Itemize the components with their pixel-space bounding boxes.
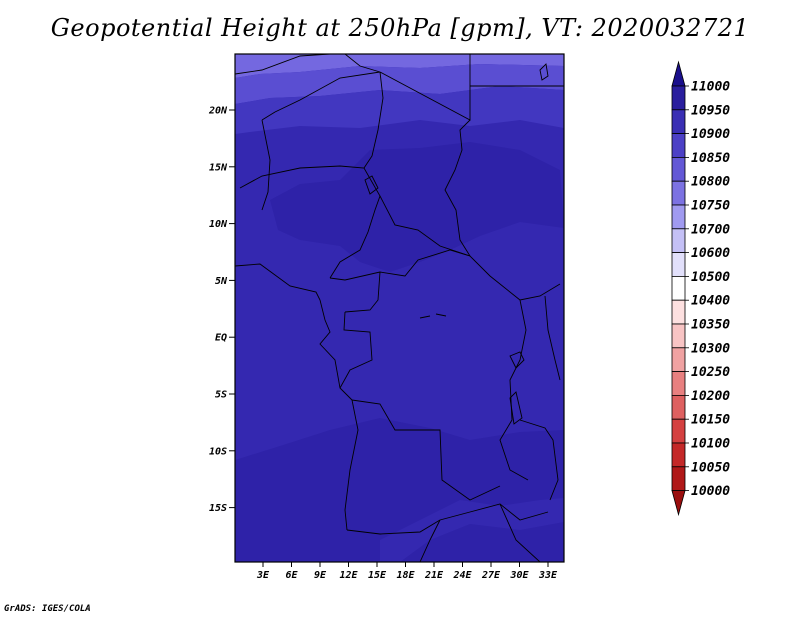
- boundary-line: [344, 399, 359, 531]
- country-boundaries: [235, 54, 564, 562]
- lon-tick-label: 21E: [424, 570, 444, 581]
- colorbar-label: 10150: [691, 413, 730, 428]
- colorbar-label: 10350: [691, 318, 730, 333]
- lon-tick-label: 9E: [314, 570, 327, 581]
- map-frame: [234, 53, 565, 563]
- lat-tick-label: 10N: [209, 219, 228, 230]
- lon-tick-label: 18E: [396, 570, 415, 581]
- colorbar-segment: [671, 180, 686, 206]
- colorbar-label: 10050: [691, 460, 730, 475]
- colorbar-label: 10850: [691, 151, 730, 166]
- boundary-line: [419, 313, 447, 319]
- lon-tick-label: 3E: [256, 570, 270, 581]
- lat-tick-label: 15N: [209, 162, 228, 173]
- colorbar-segment: [671, 156, 686, 182]
- boundary-line: [261, 71, 381, 121]
- lat-tick-label: 20N: [208, 106, 228, 117]
- longitude-axis: 3E 6E 9E 12E 15E 18E 21E 24E 27E 30E 33E: [256, 562, 558, 581]
- colorbar-label: 10700: [691, 222, 730, 237]
- boundary-line: [346, 519, 441, 535]
- colorbar-label: 10950: [691, 103, 730, 118]
- colorbar-segment: [671, 85, 686, 111]
- boundary-line: [235, 263, 321, 301]
- boundary-line: [499, 503, 541, 562]
- field-band-sahel-high: [270, 142, 564, 272]
- boundary-line: [444, 119, 471, 257]
- colorbar-segment: [671, 347, 686, 372]
- field-band-south-mid: [380, 498, 564, 562]
- boundary-line: [363, 71, 384, 169]
- chart-title: Geopotential Height at 250hPa [gpm], VT:…: [50, 14, 750, 42]
- colorbar-segment: [671, 418, 686, 444]
- colorbar-segment: [671, 442, 686, 468]
- lon-tick-label: 33E: [538, 570, 558, 581]
- colorbar-segment: [671, 394, 686, 420]
- boundary-line: [329, 249, 471, 281]
- colorbar-label: 10250: [691, 365, 730, 380]
- lat-tick-label: 5S: [215, 390, 227, 401]
- boundary-line: [509, 351, 525, 369]
- colorbar-segment: [671, 133, 686, 158]
- colorbar-segment: [671, 299, 686, 325]
- boundary-line: [319, 299, 353, 401]
- lat-tick-label: 5N: [215, 276, 228, 287]
- boundary-line: [339, 311, 373, 389]
- boundary-line: [519, 419, 559, 501]
- lat-tick-label: 15S: [209, 503, 227, 514]
- credit-footer: GrADS: IGES/COLA: [4, 604, 91, 614]
- colorbar-label: 10800: [691, 175, 730, 190]
- field-band-north-mid: [235, 64, 564, 104]
- lon-tick-label: 27E: [481, 570, 501, 581]
- colorbar-segment: [671, 323, 686, 349]
- colorbar-top-arrow: [671, 60, 686, 87]
- boundary-line: [544, 295, 561, 381]
- boundary-line: [261, 119, 271, 211]
- colorbar-label: 10000: [691, 484, 730, 499]
- lon-tick-label: 12E: [339, 570, 358, 581]
- colorbar-label: 10500: [691, 270, 730, 285]
- colorbar-label: 10750: [691, 199, 730, 214]
- colorbar-segment: [671, 275, 686, 301]
- colorbar-label: 10900: [691, 127, 730, 142]
- boundary-line: [364, 175, 379, 195]
- boundary-line: [539, 63, 549, 81]
- colorbar-segment: [671, 371, 686, 396]
- colorbar-bottom-arrow: [671, 490, 686, 517]
- lat-tick-label: 10S: [209, 446, 227, 457]
- boundary-line: [351, 399, 501, 501]
- colorbar-label: 10100: [691, 437, 730, 452]
- lon-tick-label: 24E: [452, 570, 472, 581]
- boundary-line: [499, 299, 529, 481]
- boundary-line: [344, 271, 381, 313]
- lon-tick-label: 6E: [285, 570, 298, 581]
- colorbar: 11000 10950 10900 10850 10800 10750 10700 10600…: [671, 60, 730, 517]
- boundary-line: [344, 54, 381, 73]
- field-band-north-c10850: [235, 86, 564, 134]
- colorbar-segment: [671, 228, 686, 254]
- field-band-north-light: [235, 54, 564, 78]
- field-band-south-high: [235, 418, 564, 562]
- lat-tick-label: EQ: [215, 333, 227, 344]
- boundary-line: [419, 519, 441, 562]
- colorbar-label: 10400: [691, 294, 730, 309]
- colorbar-segment: [671, 204, 686, 230]
- field-shading: [235, 54, 564, 562]
- colorbar-label: 10600: [691, 246, 730, 261]
- boundary-line: [235, 54, 331, 75]
- latitude-axis: 20N 15N 10N 5N EQ 5S 10S 15S: [208, 106, 235, 514]
- colorbar-segment: [671, 252, 686, 277]
- colorbar-label: 10300: [691, 341, 730, 356]
- lon-tick-label: 15E: [368, 570, 387, 581]
- colorbar-label: 11000: [691, 80, 730, 95]
- lon-tick-label: 30E: [509, 570, 529, 581]
- colorbar-label: 10200: [691, 389, 730, 404]
- boundary-line: [509, 391, 523, 425]
- colorbar-segment: [671, 109, 686, 135]
- colorbar-segment: [671, 466, 686, 491]
